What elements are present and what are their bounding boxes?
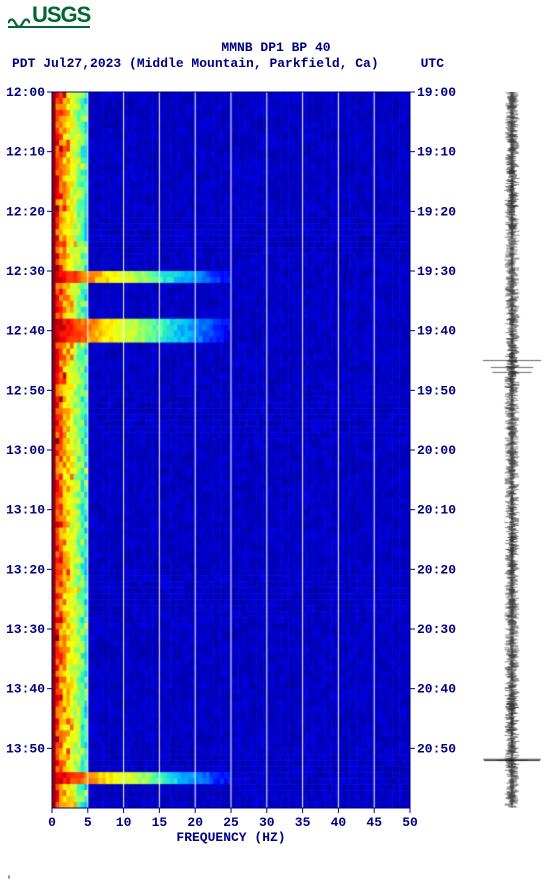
svg-text:50: 50 xyxy=(402,815,418,830)
svg-text:30: 30 xyxy=(259,815,275,830)
svg-text:40: 40 xyxy=(331,815,347,830)
svg-text:15: 15 xyxy=(152,815,168,830)
usgs-logo: USGS xyxy=(8,4,90,28)
svg-text:35: 35 xyxy=(295,815,311,830)
footer-mark: ' xyxy=(6,876,12,887)
svg-text:19:10: 19:10 xyxy=(417,145,456,160)
svg-text:19:40: 19:40 xyxy=(417,324,456,339)
svg-text:20:40: 20:40 xyxy=(417,682,456,697)
svg-text:20:50: 20:50 xyxy=(417,741,456,756)
svg-text:20:10: 20:10 xyxy=(417,503,456,518)
svg-text:19:30: 19:30 xyxy=(417,264,456,279)
spectrogram-plot: 12:0019:0012:1019:1012:2019:2012:3019:30… xyxy=(52,92,410,808)
seismogram-plot xyxy=(482,92,542,808)
svg-text:13:10: 13:10 xyxy=(6,503,45,518)
svg-text:12:50: 12:50 xyxy=(6,383,45,398)
title-date: PDT Jul27,2023 (Middle Mountain, Parkfie… xyxy=(12,56,552,71)
svg-text:12:20: 12:20 xyxy=(6,204,45,219)
svg-text:20: 20 xyxy=(187,815,203,830)
svg-text:12:30: 12:30 xyxy=(6,264,45,279)
svg-text:13:50: 13:50 xyxy=(6,741,45,756)
title-station: MMNB DP1 BP 40 xyxy=(0,40,552,55)
svg-text:13:00: 13:00 xyxy=(6,443,45,458)
logo-text: USGS xyxy=(32,2,90,27)
svg-text:20:20: 20:20 xyxy=(417,562,456,577)
svg-text:20:30: 20:30 xyxy=(417,622,456,637)
svg-text:12:00: 12:00 xyxy=(6,85,45,100)
svg-text:5: 5 xyxy=(84,815,92,830)
svg-text:25: 25 xyxy=(223,815,239,830)
svg-text:45: 45 xyxy=(366,815,382,830)
svg-text:13:20: 13:20 xyxy=(6,562,45,577)
x-axis-label: FREQUENCY (HZ) xyxy=(52,830,410,845)
spectrogram-axes: 12:0019:0012:1019:1012:2019:2012:3019:30… xyxy=(10,86,410,846)
svg-text:12:40: 12:40 xyxy=(6,324,45,339)
utc-label: UTC xyxy=(421,56,444,71)
svg-text:10: 10 xyxy=(116,815,132,830)
svg-text:19:50: 19:50 xyxy=(417,383,456,398)
svg-text:0: 0 xyxy=(48,815,56,830)
svg-text:12:10: 12:10 xyxy=(6,145,45,160)
svg-text:13:30: 13:30 xyxy=(6,622,45,637)
seismogram-canvas xyxy=(482,92,542,808)
svg-text:13:40: 13:40 xyxy=(6,682,45,697)
svg-text:19:00: 19:00 xyxy=(417,85,456,100)
svg-text:19:20: 19:20 xyxy=(417,204,456,219)
svg-text:20:00: 20:00 xyxy=(417,443,456,458)
